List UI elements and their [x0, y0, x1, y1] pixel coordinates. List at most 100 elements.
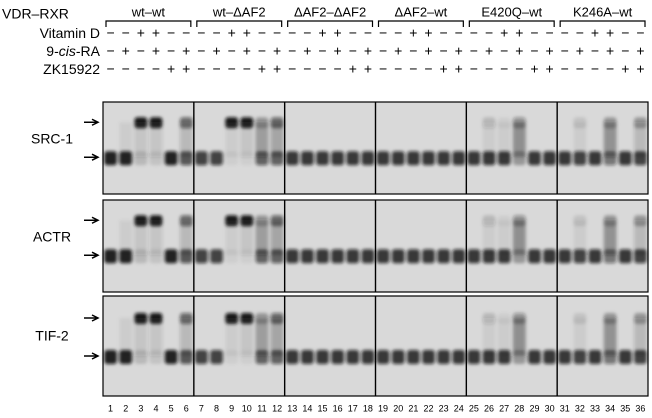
lane-number: 35 — [620, 403, 630, 413]
band — [452, 249, 466, 264]
band — [603, 350, 617, 364]
group-label: wt–wt — [131, 4, 166, 19]
band — [512, 350, 526, 364]
band — [618, 249, 632, 264]
band — [361, 350, 375, 364]
row-label-part: Vitamin D — [40, 25, 100, 41]
sign: − — [500, 61, 508, 77]
sign: − — [197, 25, 205, 41]
band — [558, 249, 572, 264]
smear — [573, 122, 587, 158]
sign: − — [212, 25, 220, 41]
sign: + — [167, 61, 175, 77]
band — [482, 249, 496, 264]
sign: − — [364, 25, 372, 41]
band — [422, 151, 435, 166]
bracket — [105, 20, 192, 27]
sign: − — [440, 43, 448, 59]
band — [164, 249, 178, 264]
band — [406, 249, 420, 264]
band — [528, 350, 541, 364]
smear — [482, 220, 496, 256]
band — [119, 151, 133, 166]
smear — [634, 318, 647, 356]
band — [240, 350, 254, 364]
band — [164, 350, 178, 364]
band — [164, 151, 178, 166]
smear — [512, 122, 526, 158]
band — [573, 249, 587, 264]
sign: + — [455, 43, 463, 59]
band — [406, 350, 420, 364]
lane-number: 29 — [529, 403, 539, 413]
band — [618, 350, 632, 364]
band — [543, 350, 556, 364]
band — [528, 249, 541, 264]
sign: − — [424, 61, 432, 77]
lane-number: 33 — [590, 403, 600, 413]
smear — [255, 122, 269, 158]
band — [255, 249, 269, 264]
sign: − — [394, 25, 402, 41]
sign: + — [334, 25, 342, 41]
sign: − — [530, 43, 538, 59]
band — [270, 249, 284, 264]
sign: − — [228, 61, 236, 77]
band — [104, 151, 117, 166]
lane-number: 24 — [454, 403, 464, 413]
sign: + — [485, 43, 493, 59]
band — [452, 151, 466, 166]
lane-number: 30 — [545, 403, 555, 413]
sign: − — [440, 25, 448, 41]
sign: + — [243, 43, 251, 59]
band — [573, 350, 587, 364]
band — [497, 151, 511, 166]
band — [331, 350, 345, 364]
bands — [104, 313, 647, 364]
lane-number: 7 — [199, 403, 204, 413]
sign: − — [303, 25, 311, 41]
sign: − — [576, 25, 584, 41]
lane-number: 12 — [272, 403, 282, 413]
row-label-part: cis — [59, 43, 76, 59]
band — [316, 249, 329, 264]
arrow — [84, 352, 100, 360]
sign: − — [197, 43, 205, 59]
sign: − — [621, 43, 629, 59]
band — [134, 350, 148, 364]
lane-number: 22 — [423, 403, 433, 413]
smear — [603, 220, 617, 256]
lane-number: 16 — [333, 403, 343, 413]
band — [437, 249, 450, 264]
sign: − — [379, 25, 387, 41]
band — [149, 350, 163, 364]
band — [391, 151, 405, 166]
arrow — [84, 153, 100, 161]
sign: − — [334, 61, 342, 77]
sign: + — [273, 61, 281, 77]
lane-number: 10 — [242, 403, 252, 413]
smear — [149, 220, 163, 256]
sign: − — [546, 25, 554, 41]
sign: + — [318, 25, 326, 41]
sign: − — [122, 61, 130, 77]
smear — [240, 318, 254, 356]
band — [331, 249, 345, 264]
sign: + — [591, 25, 599, 41]
band — [301, 249, 314, 264]
sign: + — [364, 61, 372, 77]
sign: − — [409, 43, 417, 59]
sign: + — [636, 61, 644, 77]
smear — [497, 122, 511, 158]
bracket — [287, 20, 374, 27]
smear — [573, 318, 587, 356]
band — [437, 350, 450, 364]
row-label: 9-cis-RA — [46, 43, 100, 59]
sign: − — [576, 61, 584, 77]
band — [422, 249, 435, 264]
band — [376, 151, 390, 166]
sign: + — [500, 25, 508, 41]
group-label: E420Q–wt — [481, 4, 542, 19]
sign: − — [530, 25, 538, 41]
